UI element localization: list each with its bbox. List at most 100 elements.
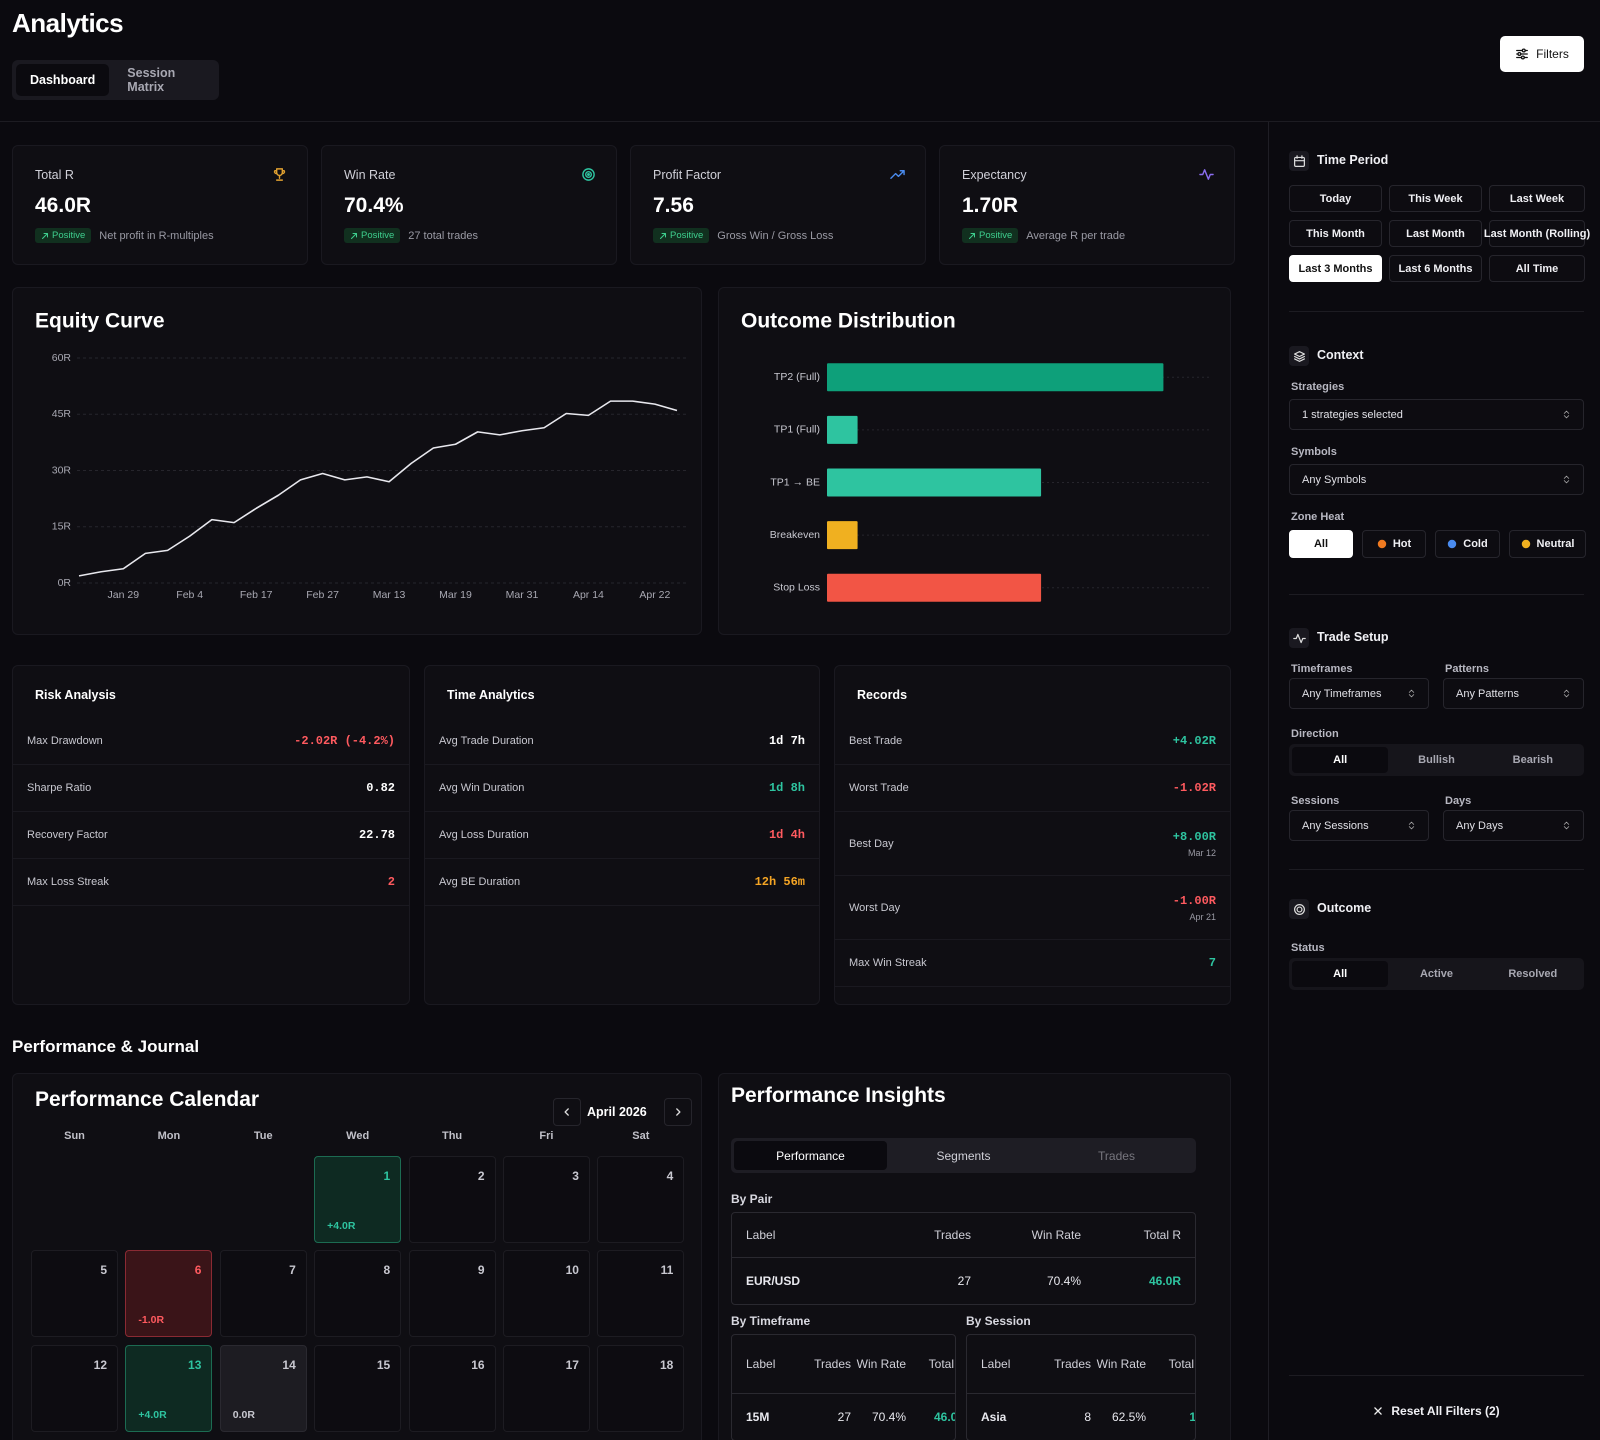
day-value: +4.0R xyxy=(327,1220,356,1232)
segment[interactable]: All xyxy=(1292,747,1389,773)
stats-title: Time Analytics xyxy=(447,688,535,702)
select-chevron-shape xyxy=(1563,475,1570,484)
badge-arrow-shape xyxy=(351,232,357,239)
section-icon-glyph xyxy=(1293,350,1305,362)
section-icon-glyph xyxy=(1292,633,1306,643)
calendar-day[interactable]: 15 xyxy=(314,1344,402,1432)
calendar-day[interactable]: 1 +4.0R xyxy=(314,1156,402,1243)
field-label: Sessions xyxy=(1291,795,1340,807)
period-button[interactable]: Today xyxy=(1289,185,1382,212)
segment[interactable]: Resolved xyxy=(1508,968,1558,980)
calendar-day[interactable]: 6 -1.0R xyxy=(125,1250,213,1338)
day-value: 0.0R xyxy=(232,1408,255,1421)
period-button[interactable]: Last Month xyxy=(1389,220,1482,247)
zone-button[interactable]: Hot xyxy=(1362,530,1426,558)
calendar-blank xyxy=(125,1156,212,1243)
table-header: Label Trades Win Rate Total R xyxy=(967,1335,1195,1394)
period-button[interactable]: This Week xyxy=(1389,185,1482,212)
stats-row: Avg Win Duration 1d 8h xyxy=(425,765,819,812)
select[interactable]: 1 strategies selected xyxy=(1289,399,1584,430)
day-number: 18 xyxy=(659,1357,674,1372)
stats-value-box: -1.02R xyxy=(1173,781,1216,795)
calendar-day[interactable]: 8 xyxy=(314,1250,402,1338)
zone-icon xyxy=(1377,539,1387,549)
insights-card: Performance Insights Performance Segments T… xyxy=(718,1073,1231,1440)
calendar-day[interactable]: 3 xyxy=(502,1156,590,1243)
calendar-day[interactable]: 17 xyxy=(502,1344,590,1432)
kpi-label: Total R xyxy=(35,168,74,182)
kpi-value: 46.0R xyxy=(35,194,92,217)
period-button[interactable]: Last 6 Months xyxy=(1389,255,1482,282)
calendar-day[interactable]: 16 xyxy=(408,1344,496,1432)
equity-line xyxy=(78,400,678,577)
select[interactable]: Any Days xyxy=(1443,810,1584,841)
day-number: 4 xyxy=(666,1169,674,1183)
calendar-day[interactable]: 13 +4.0R xyxy=(125,1344,213,1432)
next-month[interactable] xyxy=(664,1098,692,1126)
kpi-badge: Positive xyxy=(653,228,710,243)
select[interactable]: Any Timeframes xyxy=(1289,678,1429,709)
segment[interactable]: Bullish xyxy=(1418,754,1455,766)
calendar-day[interactable]: 9 xyxy=(408,1250,496,1338)
insights-tab[interactable]: Performance xyxy=(734,1141,887,1170)
field-label: Direction xyxy=(1291,728,1339,740)
chart-title: Outcome Distribution xyxy=(741,310,956,333)
kpi-badge: Positive xyxy=(35,228,92,243)
zone-label: Neutral xyxy=(1536,538,1575,550)
calendar-day[interactable]: 2 xyxy=(408,1156,496,1243)
zone-button[interactable]: Cold xyxy=(1435,530,1500,558)
period-button[interactable]: Last 3 Months xyxy=(1289,255,1382,282)
segment[interactable]: All xyxy=(1292,961,1389,987)
x-tick-label: Jan 29 xyxy=(108,589,140,601)
kpi-value: 1.70R xyxy=(962,194,1019,217)
bar xyxy=(827,415,858,444)
calendar-day[interactable]: 12 xyxy=(31,1344,118,1432)
calendar-day[interactable]: 14 0.0R xyxy=(219,1344,307,1432)
zone-button[interactable]: Neutral xyxy=(1509,530,1586,558)
prev-month[interactable] xyxy=(553,1098,581,1126)
view-tab[interactable]: Dashboard xyxy=(16,64,110,96)
table-cell: 70.4% xyxy=(1046,1274,1081,1288)
select-chevron-shape xyxy=(1563,689,1570,698)
stats-row: Best Day +8.00R Mar 12 xyxy=(835,812,1230,876)
y-category-label: Stop Loss xyxy=(773,581,820,593)
calendar-day[interactable]: 18 xyxy=(597,1344,685,1432)
insights-title: Performance Insights xyxy=(731,1084,946,1107)
period-button[interactable]: Last Week xyxy=(1489,185,1585,212)
kpi-footer: Positive Net profit in R-multiples xyxy=(35,228,214,243)
table: Label Trades Win Rate Total R Asia 8 62.5% 12. xyxy=(966,1334,1196,1440)
select[interactable]: Any Sessions xyxy=(1289,810,1429,841)
section-icon xyxy=(1289,151,1309,171)
period-button[interactable]: All Time xyxy=(1489,255,1585,282)
select[interactable]: Any Patterns xyxy=(1443,678,1584,709)
calendar-day[interactable]: 5 xyxy=(31,1250,118,1338)
segment[interactable]: Active xyxy=(1419,968,1453,980)
chart-title: Equity Curve xyxy=(35,310,165,333)
insights-tab[interactable]: Trades xyxy=(1098,1148,1135,1163)
calendar-day[interactable]: 11 xyxy=(597,1250,685,1338)
segment[interactable]: Bearish xyxy=(1512,754,1553,766)
calendar-day[interactable]: 10 xyxy=(502,1250,590,1338)
filters-button[interactable]: Filters xyxy=(1500,36,1584,72)
badge-arrow xyxy=(969,232,975,239)
select[interactable]: Any Symbols xyxy=(1289,464,1584,495)
reset-button[interactable]: Reset All Filters (2) xyxy=(1289,1392,1584,1430)
kpi-icon-shape xyxy=(890,170,905,179)
section-icon xyxy=(1289,899,1309,919)
zone-icon-shape xyxy=(1377,539,1387,549)
select-value: 1 strategies selected xyxy=(1302,408,1403,421)
filters-icon xyxy=(1516,48,1529,60)
field-label: Status xyxy=(1291,942,1325,954)
calendar-day[interactable]: 7 xyxy=(219,1250,307,1338)
kpi-label: Profit Factor xyxy=(653,168,722,182)
table-cell: 8 xyxy=(1084,1410,1091,1424)
period-button[interactable]: Last Month (Rolling) xyxy=(1484,220,1590,247)
filters-icon-shape xyxy=(1521,48,1526,53)
calendar-day[interactable]: 4 xyxy=(597,1156,685,1243)
zone-button[interactable]: All xyxy=(1289,530,1353,558)
period-button[interactable]: This Month xyxy=(1289,220,1382,247)
view-tab[interactable]: Session Matrix xyxy=(127,66,176,94)
insights-tab[interactable]: Segments xyxy=(936,1148,991,1163)
day-number: 14 xyxy=(282,1357,296,1372)
stats-card: Risk Analysis Max Drawdown -2.02R (-4.2%) S… xyxy=(12,665,410,1005)
